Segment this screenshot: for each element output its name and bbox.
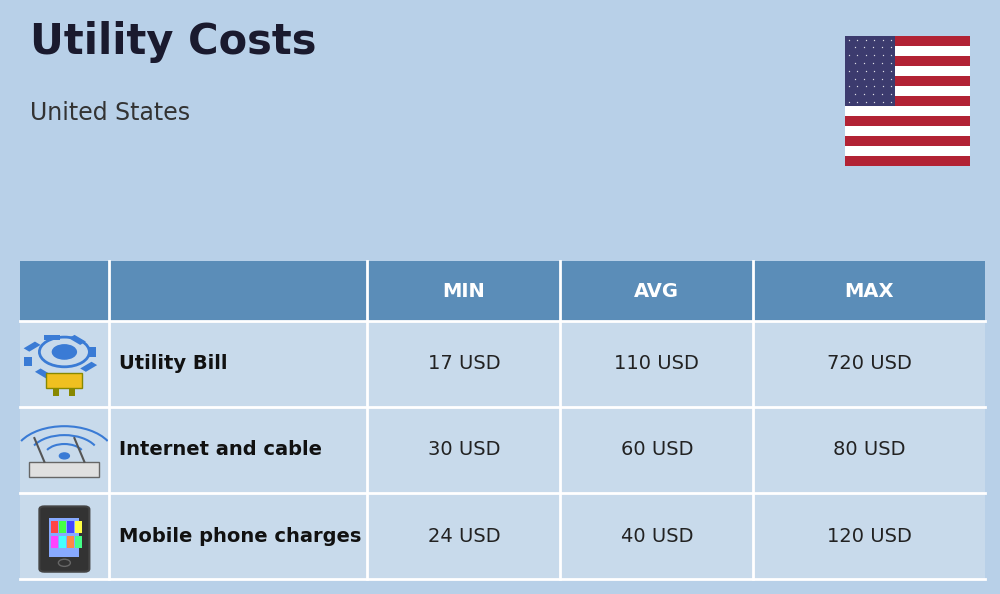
FancyBboxPatch shape <box>39 506 89 571</box>
Bar <box>69 387 75 397</box>
Bar <box>845 86 970 96</box>
Bar <box>845 66 970 76</box>
Bar <box>69 335 86 345</box>
Bar <box>75 522 82 533</box>
Bar <box>75 536 82 548</box>
Bar <box>845 36 970 166</box>
Bar <box>59 536 66 548</box>
Bar <box>51 536 58 548</box>
Text: United States: United States <box>30 101 190 125</box>
Bar <box>29 462 99 476</box>
Bar <box>80 362 97 372</box>
Text: 720 USD: 720 USD <box>827 355 912 373</box>
Text: 40 USD: 40 USD <box>621 527 693 545</box>
Text: MIN: MIN <box>443 282 485 301</box>
Bar <box>20 261 985 321</box>
Circle shape <box>52 345 76 359</box>
Bar <box>845 126 970 136</box>
Bar <box>53 387 59 397</box>
Text: 110 USD: 110 USD <box>614 355 699 373</box>
Bar <box>20 321 985 407</box>
Text: Internet and cable: Internet and cable <box>119 441 322 459</box>
Bar <box>35 368 52 378</box>
Text: 80 USD: 80 USD <box>833 441 905 459</box>
Bar <box>67 536 74 548</box>
Text: 120 USD: 120 USD <box>827 527 912 545</box>
Bar <box>49 518 79 557</box>
Bar <box>845 146 970 156</box>
Circle shape <box>59 453 69 459</box>
Bar <box>20 407 985 493</box>
Bar <box>24 356 32 366</box>
Bar <box>845 36 895 106</box>
Bar <box>20 493 985 579</box>
Text: Mobile phone charges: Mobile phone charges <box>119 527 361 545</box>
Text: 60 USD: 60 USD <box>621 441 693 459</box>
Bar <box>51 522 58 533</box>
Text: MAX: MAX <box>844 282 894 301</box>
Bar <box>44 335 60 340</box>
Text: 17 USD: 17 USD <box>428 355 500 373</box>
Bar <box>60 374 76 378</box>
Text: 24 USD: 24 USD <box>428 527 500 545</box>
Text: AVG: AVG <box>634 282 679 301</box>
Text: Utility Bill: Utility Bill <box>119 355 227 373</box>
Text: 30 USD: 30 USD <box>428 441 500 459</box>
Bar <box>67 522 74 533</box>
Bar <box>59 522 66 533</box>
Bar <box>24 342 41 352</box>
Bar <box>845 46 970 56</box>
Bar <box>46 373 82 387</box>
Bar <box>845 106 970 116</box>
Bar <box>88 347 96 356</box>
Text: Utility Costs: Utility Costs <box>30 21 316 63</box>
